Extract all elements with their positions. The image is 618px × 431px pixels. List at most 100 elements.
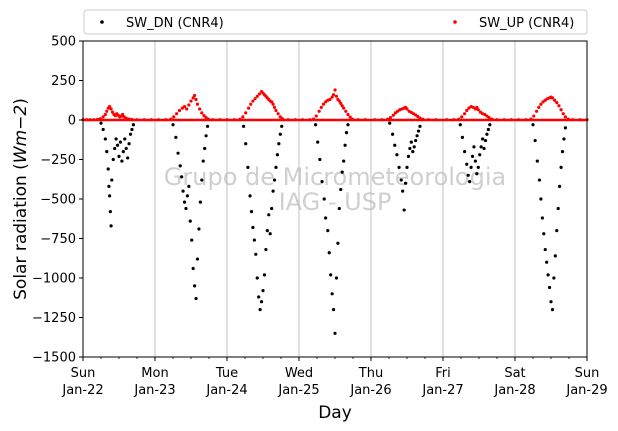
y-tick-label-3: −250 <box>40 153 76 168</box>
point-s0-145 <box>549 300 553 304</box>
point-s0-38 <box>193 284 197 288</box>
point-s0-111 <box>415 134 419 138</box>
point-s0-150 <box>556 206 560 211</box>
point-s0-143 <box>546 273 550 277</box>
point-s1-148 <box>537 105 541 109</box>
x-tick-weekday-0: Sun <box>71 366 96 381</box>
point-s0-13 <box>115 143 120 147</box>
point-s0-58 <box>258 308 262 312</box>
point-s0-151 <box>558 184 562 188</box>
point-s0-79 <box>324 216 328 220</box>
point-s0-39 <box>194 296 198 301</box>
point-s0-81 <box>327 251 331 255</box>
point-s0-12 <box>114 137 118 141</box>
point-s0-114 <box>458 123 462 127</box>
point-s1-7 <box>103 112 107 117</box>
point-s1-68 <box>271 102 275 106</box>
point-s0-28 <box>178 164 182 168</box>
point-s1-3 <box>92 118 96 122</box>
plot-background <box>83 41 587 357</box>
point-s1-139 <box>490 117 494 121</box>
point-s1-52 <box>241 115 245 119</box>
point-s1-85 <box>328 97 332 102</box>
point-s0-96 <box>391 132 395 136</box>
point-s1-97 <box>348 115 352 119</box>
point-s1-125 <box>460 115 464 119</box>
point-s0-68 <box>272 178 277 182</box>
point-s0-0 <box>99 121 103 125</box>
point-s1-2 <box>88 118 92 122</box>
point-s0-90 <box>340 170 344 174</box>
point-s1-50 <box>232 118 236 122</box>
point-s0-108 <box>411 150 415 154</box>
point-s1-69 <box>272 105 277 109</box>
y-axis-label-math: Wm−2 <box>11 105 31 163</box>
point-s0-27 <box>176 151 180 155</box>
point-s0-17 <box>121 150 125 154</box>
point-s1-11 <box>109 107 113 111</box>
point-s0-83 <box>330 292 334 296</box>
point-s0-122 <box>472 145 476 149</box>
legend-label-sw-dn: SW_DN (CNR4) <box>126 16 224 31</box>
point-s1-124 <box>457 117 461 121</box>
point-s0-142 <box>545 260 549 264</box>
point-s0-86 <box>334 276 339 280</box>
point-s1-89 <box>334 94 339 98</box>
point-s1-92 <box>339 101 343 106</box>
point-s0-43 <box>200 178 204 182</box>
point-s1-120 <box>427 118 431 122</box>
point-s0-61 <box>262 273 267 277</box>
point-s0-100 <box>399 178 403 182</box>
point-s0-37 <box>191 266 195 271</box>
point-s0-148 <box>553 254 557 258</box>
point-s1-138 <box>487 116 491 120</box>
point-s0-32 <box>184 206 188 211</box>
legend-box <box>83 9 588 35</box>
point-s1-103 <box>385 117 390 121</box>
x-axis-ticks: Sun Jan-22 Mon Jan-23 Tue Jan-24 Wed Jan-25 Thu J… <box>61 357 608 398</box>
point-s0-120 <box>469 165 473 169</box>
series-layer <box>81 88 589 335</box>
point-s1-36 <box>187 103 191 107</box>
point-s0-92 <box>343 143 347 147</box>
point-s0-135 <box>533 138 537 143</box>
point-s0-45 <box>203 146 207 151</box>
point-s1-32 <box>177 108 182 113</box>
point-s0-1 <box>101 127 105 132</box>
point-s0-153 <box>560 150 565 154</box>
point-s1-144 <box>524 118 528 122</box>
point-s1-71 <box>276 112 280 116</box>
point-s1-73 <box>280 117 285 121</box>
legend-label-sw-up: SW_UP (CNR4) <box>479 16 574 31</box>
point-s0-104 <box>405 165 409 169</box>
point-s0-20 <box>126 156 130 160</box>
point-s0-77 <box>320 180 324 184</box>
point-s1-58 <box>255 94 259 98</box>
point-s1-67 <box>270 100 274 104</box>
point-s1-53 <box>244 111 248 115</box>
point-s0-19 <box>124 146 128 151</box>
point-s1-28 <box>164 118 168 122</box>
series-1 <box>81 88 589 122</box>
point-s0-80 <box>326 229 330 233</box>
point-s0-72 <box>278 132 282 136</box>
point-s0-130 <box>483 138 488 143</box>
x-tick-weekday-1: Mon <box>141 366 168 381</box>
point-s0-74 <box>313 123 318 127</box>
point-s1-70 <box>274 108 278 113</box>
point-s0-94 <box>346 123 350 127</box>
point-s1-56 <box>251 99 255 103</box>
point-s0-29 <box>180 175 184 179</box>
point-s0-123 <box>473 159 477 163</box>
point-s0-155 <box>563 126 568 130</box>
point-s0-152 <box>559 165 563 169</box>
point-s1-95 <box>344 109 348 113</box>
point-s1-86 <box>330 95 334 99</box>
point-s1-35 <box>185 107 189 111</box>
point-s0-9 <box>110 178 114 182</box>
x-tick-weekday-6: Sat <box>504 366 525 381</box>
point-s0-115 <box>460 135 465 139</box>
point-s1-19 <box>121 112 125 117</box>
point-s1-41 <box>195 102 200 106</box>
point-s1-105 <box>391 113 395 117</box>
